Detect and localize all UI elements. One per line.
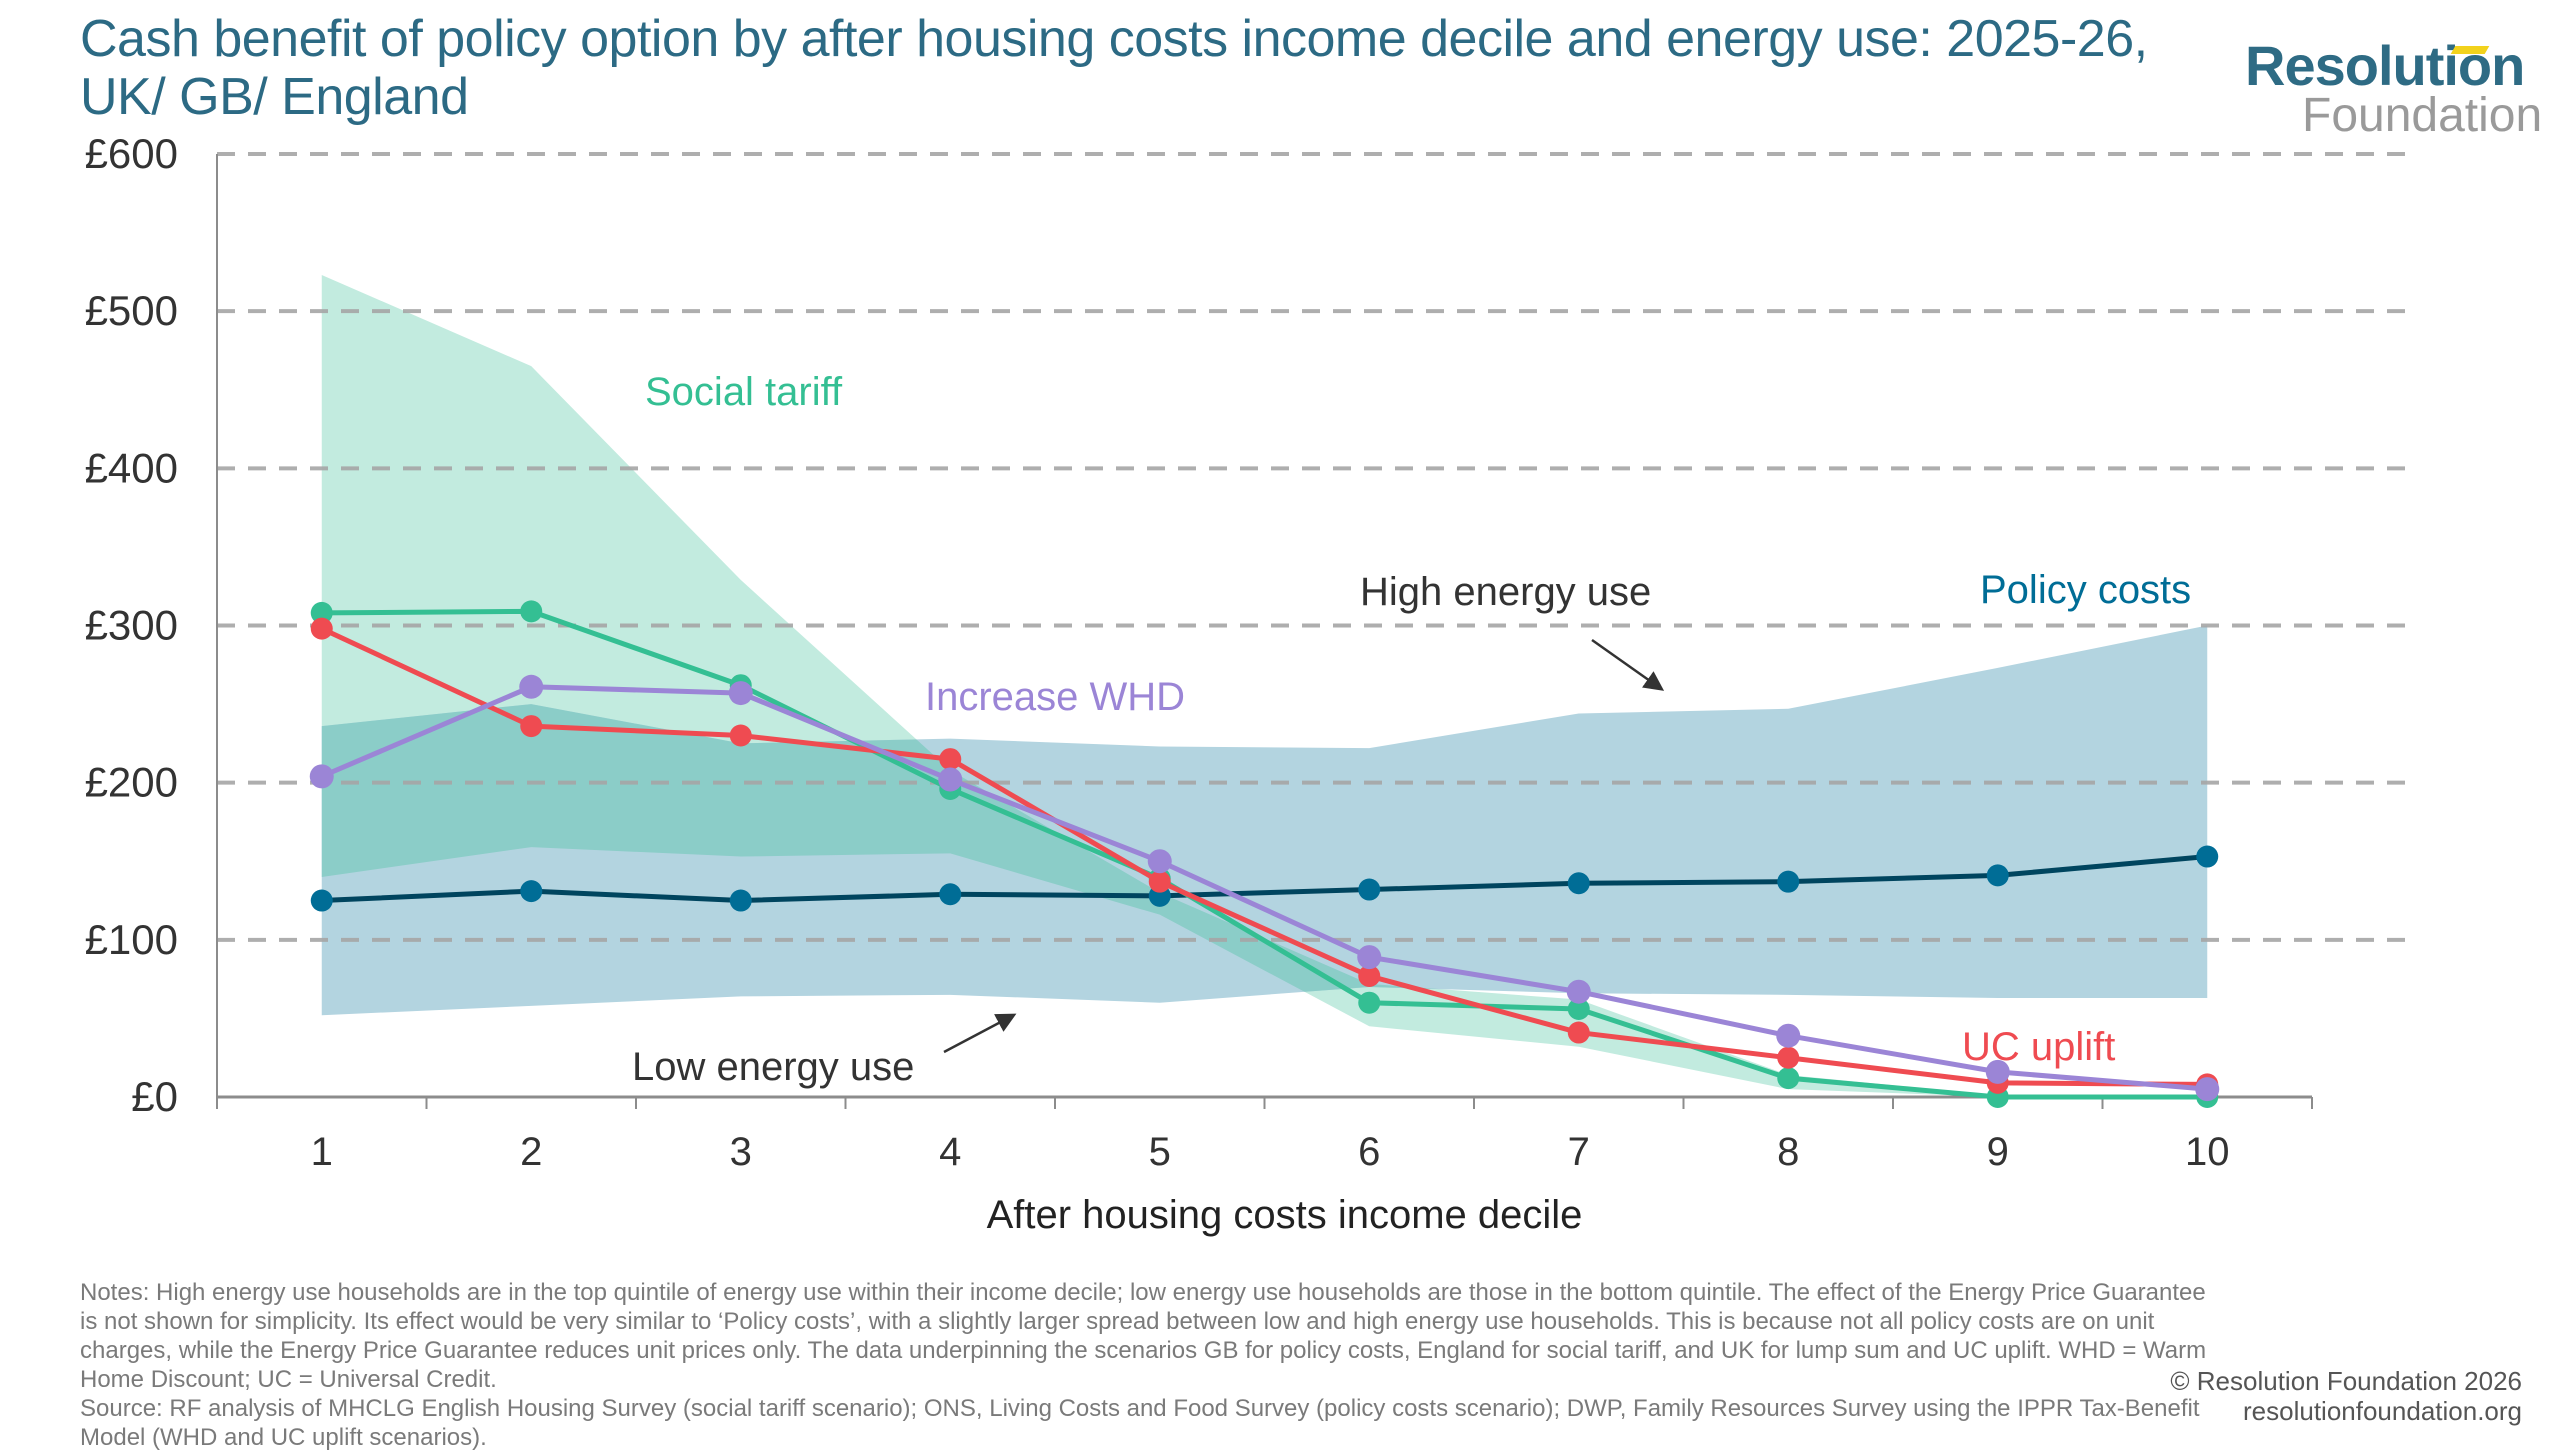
chart-source: Source: RF analysis of MHCLG English Hou… — [80, 1395, 2200, 1451]
policy-costs-point — [1986, 864, 2009, 887]
uc-uplift-point — [729, 724, 752, 747]
social-tariff-band — [321, 275, 2208, 1098]
axes — [216, 154, 2313, 1109]
labels: £0 £100 £200 £300 £400 £500 £600 1 2 3 4 5 6 7 8 9 10 Aft… — [85, 130, 2230, 1237]
policy-costs-point — [520, 880, 543, 903]
increase-whd-point — [1985, 1059, 2010, 1084]
uc-uplift-point — [1148, 870, 1171, 893]
gridlines — [217, 152, 2412, 942]
low-energy-arrow-icon — [943, 1013, 1017, 1054]
uc-label: UC uplift — [1962, 1025, 2115, 1069]
uc-uplift-point — [939, 748, 962, 771]
whd-label: Increase WHD — [925, 675, 1185, 719]
uc-uplift-line — [320, 626, 2208, 1087]
x-tick-label: 2 — [520, 1130, 542, 1174]
x-tick-label: 9 — [1987, 1130, 2009, 1174]
social-tariff-point — [1777, 1067, 1800, 1090]
x-tick-label: 4 — [939, 1130, 961, 1174]
social-tariff-point — [1358, 991, 1381, 1014]
y-tick-label: £400 — [85, 444, 178, 491]
x-tick-label: 5 — [1149, 1130, 1171, 1174]
x-tick-label: 3 — [730, 1130, 752, 1174]
increase-whd-point — [938, 767, 963, 792]
y-tick-label: £500 — [85, 287, 178, 334]
policy-costs-line — [321, 854, 2208, 904]
policy-costs-point — [1358, 878, 1381, 901]
resolution-foundation-logo: Resolution Foundation — [2245, 38, 2545, 142]
social-tariff-line — [321, 608, 2208, 1100]
increase-whd-point — [1776, 1023, 1801, 1048]
increase-whd-point — [1147, 849, 1172, 874]
social-tariff-point — [310, 601, 333, 624]
policy-costs-band — [321, 625, 2208, 1016]
policy-costs-point — [729, 889, 752, 912]
high-label: High energy use — [1360, 570, 1651, 614]
uc-uplift-point — [520, 715, 543, 738]
x-tick-label: 6 — [1358, 1130, 1380, 1174]
range-bands — [321, 275, 2208, 1098]
y-tick-label: £0 — [131, 1073, 178, 1120]
uc-uplift-point — [310, 617, 333, 640]
website-link[interactable]: resolutionfoundation.org — [2243, 1396, 2522, 1426]
y-tick-label: £200 — [85, 759, 178, 806]
logo-wordmark-bottom: Foundation — [2302, 89, 2543, 142]
increase-whd-point — [309, 764, 334, 789]
uc-uplift-point — [1777, 1046, 1800, 1069]
increase-whd-point — [519, 674, 544, 699]
x-tick-label: 1 — [311, 1130, 333, 1174]
policy-costs-point — [939, 883, 962, 906]
policy-costs-point — [1777, 870, 1800, 893]
x-tick-label: 10 — [2185, 1130, 2230, 1174]
y-tick-label: £300 — [85, 602, 178, 649]
uc-uplift-point — [1358, 964, 1381, 987]
copyright: © Resolution Foundation 2026 — [2170, 1366, 2522, 1396]
social-tariff-point — [1567, 997, 1590, 1020]
low-label: Low energy use — [632, 1045, 914, 1089]
x-tick-label: 8 — [1777, 1130, 1799, 1174]
policy-costs-point — [310, 889, 333, 912]
chart-notes: Notes: High energy use households are in… — [80, 1279, 2207, 1393]
increase-whd-point — [1357, 945, 1382, 970]
x-tick-label: 7 — [1568, 1130, 1590, 1174]
social-tariff-point — [520, 600, 543, 623]
increase-whd-point — [1566, 979, 1591, 1004]
increase-whd-point — [2195, 1077, 2220, 1102]
y-tick-label: £600 — [85, 130, 178, 177]
social-tariff-label: Social tariff — [645, 370, 843, 414]
y-tick-label: £100 — [85, 916, 178, 963]
increase-whd-point — [728, 681, 753, 706]
x-axis-title: After housing costs income decile — [987, 1193, 1583, 1237]
increase-whd-line — [320, 684, 2208, 1092]
high-energy-arrow-icon — [1591, 638, 1665, 691]
policy-costs-point — [1567, 872, 1590, 895]
policy-costs-point — [2196, 845, 2219, 868]
uc-uplift-point — [1567, 1021, 1590, 1044]
chart-title: Cash benefit of policy option by after h… — [80, 10, 2148, 126]
series-lines — [309, 600, 2220, 1108]
policy-label: Policy costs — [1980, 568, 2191, 612]
